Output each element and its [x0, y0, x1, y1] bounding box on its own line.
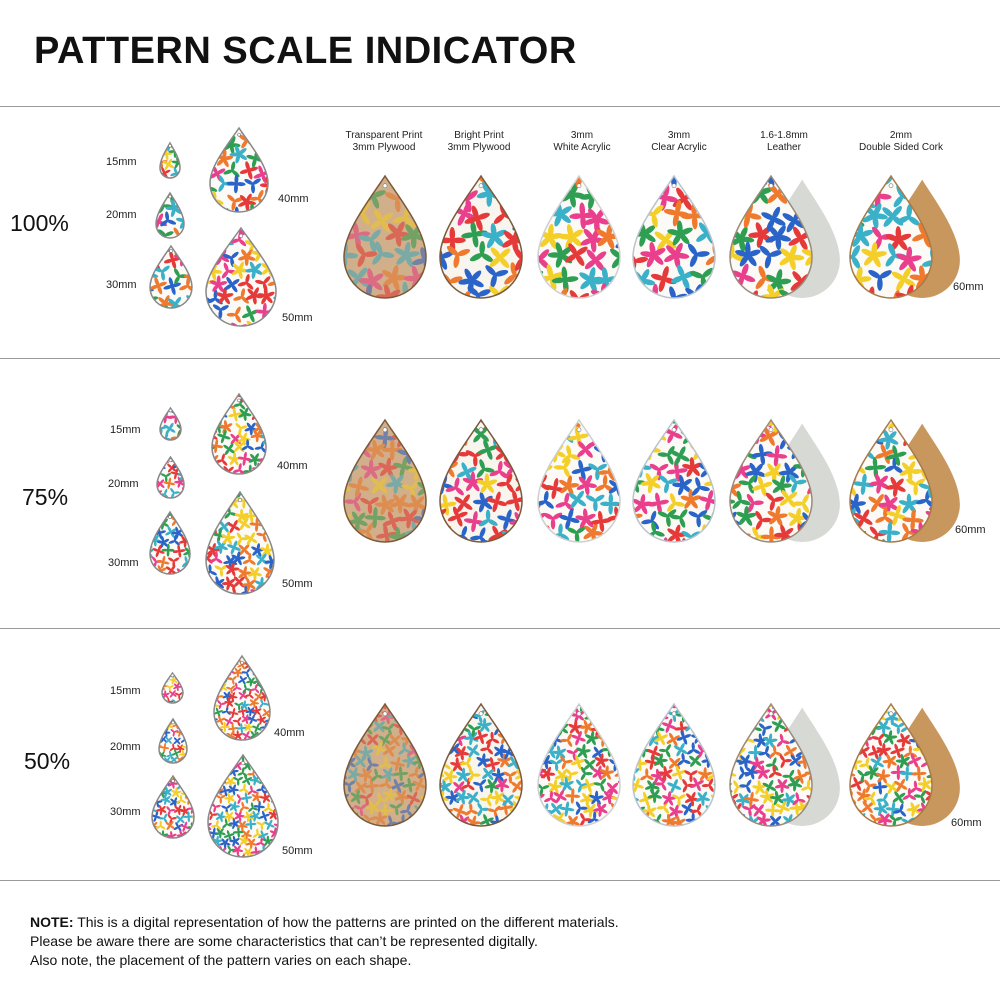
earring-20mm-100	[155, 191, 185, 239]
material-label-transparent-plywood: Transparent Print 3mm Plywood	[345, 130, 423, 153]
size-label-20mm: 20mm	[110, 741, 141, 753]
scale-label: 50%	[24, 748, 71, 774]
earring-30mm-75	[149, 510, 191, 575]
size-label-50mm: 50mm	[282, 578, 313, 590]
size-label-30mm: 30mm	[110, 806, 141, 818]
size-label-30mm: 30mm	[108, 557, 139, 569]
divider	[0, 880, 1000, 881]
earring-plywood-transparent-100	[343, 174, 427, 299]
note-text: NOTE: This is a digital representation o…	[30, 913, 619, 970]
earring-plywood-transparent-50	[343, 702, 427, 827]
divider	[0, 106, 1000, 107]
earring-plywood-bright-50	[439, 702, 523, 827]
size-label-60mm: 60mm	[955, 524, 986, 536]
earring-cork-50	[849, 702, 969, 827]
material-label-cork: 2mm Double Sided Cork	[859, 130, 943, 153]
material-label-leather: 1.6-1.8mm Leather	[760, 130, 808, 153]
earring-plywood-transparent-75	[343, 418, 427, 543]
size-label-15mm: 15mm	[106, 156, 137, 168]
earring-15mm-75	[159, 406, 182, 441]
earring-30mm-50	[151, 774, 195, 839]
earring-15mm-100	[159, 141, 181, 179]
earring-40mm-100	[209, 126, 269, 213]
earring-15mm-50	[161, 671, 184, 704]
earring-20mm-50	[158, 717, 188, 764]
earring-cork-75	[849, 418, 969, 543]
note-line-3: Also note, the placement of the pattern …	[30, 952, 412, 968]
note-line-2: Please be aware there are some character…	[30, 933, 538, 949]
material-label-clear-acrylic: 3mm Clear Acrylic	[651, 130, 707, 153]
size-label-40mm: 40mm	[277, 460, 308, 472]
earring-leather-50	[729, 702, 849, 827]
earring-white-acrylic-100	[537, 174, 621, 299]
earring-50mm-50	[207, 753, 279, 858]
size-label-20mm: 20mm	[106, 209, 137, 221]
divider	[0, 628, 1000, 629]
size-label-60mm: 60mm	[953, 281, 984, 293]
scale-label: 100%	[10, 210, 69, 236]
size-label-15mm: 15mm	[110, 685, 141, 697]
scale-label: 75%	[22, 484, 69, 510]
material-label-white-acrylic: 3mm White Acrylic	[553, 130, 611, 153]
page-title: PATTERN SCALE INDICATOR	[34, 30, 577, 72]
material-label-bright-plywood: Bright Print 3mm Plywood	[447, 130, 511, 153]
size-label-40mm: 40mm	[274, 727, 305, 739]
earring-50mm-75	[205, 490, 275, 595]
size-label-40mm: 40mm	[278, 193, 309, 205]
earring-leather-100	[729, 174, 849, 299]
note-line-1: This is a digital representation of how …	[73, 914, 619, 930]
earring-cork-100	[849, 174, 969, 299]
earring-plywood-bright-100	[439, 174, 523, 299]
earring-leather-75	[729, 418, 849, 543]
earring-20mm-75	[156, 455, 185, 499]
earring-plywood-bright-75	[439, 418, 523, 543]
divider	[0, 358, 1000, 359]
earring-white-acrylic-75	[537, 418, 621, 543]
earring-50mm-100	[205, 226, 277, 327]
size-label-20mm: 20mm	[108, 478, 139, 490]
earring-40mm-75	[211, 392, 267, 475]
earring-clear-acrylic-100	[632, 174, 716, 299]
note-label: NOTE:	[30, 914, 74, 930]
size-label-50mm: 50mm	[282, 845, 313, 857]
size-label-30mm: 30mm	[106, 279, 137, 291]
size-label-50mm: 50mm	[282, 312, 313, 324]
earring-30mm-100	[149, 244, 193, 309]
size-label-15mm: 15mm	[110, 424, 141, 436]
earring-40mm-50	[213, 654, 271, 741]
earring-white-acrylic-50	[537, 702, 621, 827]
earring-clear-acrylic-75	[632, 418, 716, 543]
earring-clear-acrylic-50	[632, 702, 716, 827]
